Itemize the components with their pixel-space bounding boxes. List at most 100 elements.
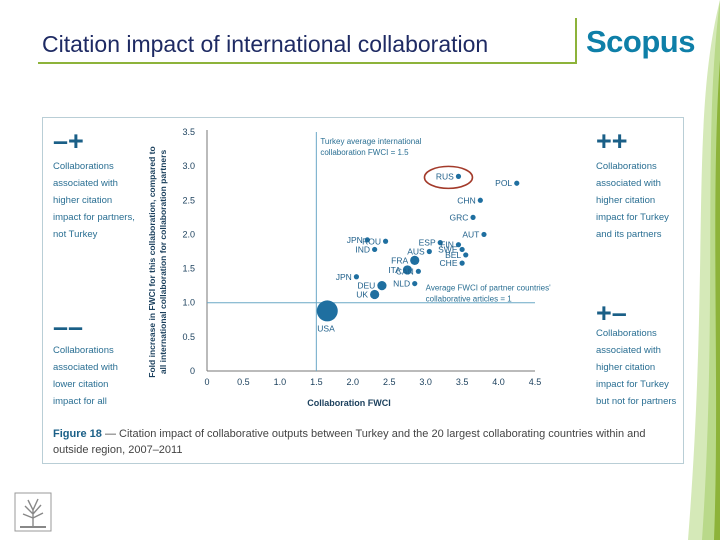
data-point: [382, 238, 389, 244]
quadrant-text-line: associated with: [596, 345, 661, 356]
title-underline: [38, 62, 576, 64]
quadrant-text-line: higher citation: [596, 195, 656, 206]
data-label: POL: [495, 178, 512, 188]
quadrant-text-line: associated with: [53, 178, 118, 189]
quadrant-text-line: not Turkey: [53, 229, 98, 240]
data-point: [514, 180, 520, 186]
brand-logo: Scopus: [586, 24, 695, 59]
data-label: CHN: [457, 195, 475, 205]
data-point: [459, 260, 465, 266]
y-axis-label: Fold increase in FWCI for this collabora…: [147, 146, 168, 377]
y-tick-label: 2.5: [182, 195, 195, 205]
figure-caption: Figure 18 — Citation impact of collabora…: [53, 426, 673, 458]
data-point: [477, 197, 483, 203]
data-label: DEU: [357, 281, 375, 291]
quadrant-text-line: but not for partners: [596, 396, 677, 407]
data-label: AUS: [407, 247, 425, 257]
quadrant-top-left-text: Collaborations associated with higher ci…: [53, 158, 135, 243]
quadrant-top-right-sign: ++: [596, 126, 628, 156]
y-tick-label: 1.5: [182, 264, 195, 274]
quadrant-text-line: higher citation: [53, 195, 113, 206]
figure-panel: –+ Collaborations associated with higher…: [42, 117, 684, 464]
data-label: CAN: [396, 266, 414, 276]
data-label: JPN: [347, 235, 363, 245]
x-tick-label: 1.0: [274, 377, 287, 387]
x-axis-label: Collaboration FWCI: [307, 398, 391, 408]
quadrant-text-line: Collaborations: [596, 161, 657, 172]
data-point: [455, 173, 462, 179]
scatter-chart: Fold increase in FWCI for this collabora…: [147, 127, 551, 408]
data-point: [370, 289, 380, 300]
data-point: [377, 281, 387, 291]
y-tick-label: 1.0: [182, 298, 195, 308]
data-point: [463, 252, 469, 258]
y-axis-label-line-1: Fold increase in FWCI for this collabora…: [147, 146, 157, 377]
x-tick-label: 1.5: [310, 377, 323, 387]
y-tick-label: 0.5: [182, 332, 195, 342]
data-label: AUT: [462, 229, 479, 239]
quadrant-top-right-text: Collaborations associated with higher ci…: [596, 158, 669, 243]
quadrant-bottom-right-sign: +–: [596, 298, 627, 328]
reference-label-vertical: collaboration FWCI = 1.5: [320, 148, 409, 157]
data-point: [455, 242, 462, 248]
data-label: ESP: [419, 238, 436, 248]
x-tick-label: 2.0: [347, 377, 360, 387]
data-point: [410, 255, 420, 265]
quadrant-bottom-left-text: Collaborations associated with lower cit…: [53, 342, 118, 410]
data-label: RUS: [436, 171, 454, 181]
y-tick-label: 2.0: [182, 229, 195, 239]
x-tick-label: 3.0: [419, 377, 432, 387]
data-point: [470, 214, 476, 220]
data-label: GRC: [450, 212, 469, 222]
quadrant-text-line: Collaborations: [53, 345, 114, 356]
data-label: CHE: [440, 258, 458, 268]
quadrant-bottom-right-text: Collaborations associated with higher ci…: [596, 325, 676, 410]
quadrant-text-line: impact for Turkey: [596, 212, 669, 223]
x-tick-label: 3.5: [456, 377, 469, 387]
quadrant-text-line: Collaborations: [596, 328, 657, 339]
elsevier-tree-logo: [14, 492, 52, 532]
figure-caption-text: — Citation impact of collaborative outpu…: [53, 428, 646, 456]
reference-label-horizontal: collaborative articles = 1: [426, 295, 513, 304]
quadrant-text-line: associated with: [596, 178, 661, 189]
reference-label-horizontal: Average FWCI of partner countries': [426, 284, 551, 293]
quadrant-text-line: lower citation: [53, 379, 109, 390]
y-tick-label: 3.5: [182, 127, 195, 137]
data-label: NLD: [393, 279, 410, 289]
data-label: UK: [356, 290, 368, 300]
slide-title: Citation impact of international collabo…: [42, 31, 489, 57]
data-point: [353, 274, 360, 280]
quadrant-text-line: impact for Turkey: [596, 379, 669, 390]
data-point: [459, 246, 465, 253]
data-label: SWE: [438, 244, 458, 254]
data-label: FIN: [440, 240, 454, 250]
data-point: [402, 265, 413, 275]
data-point: [426, 248, 432, 255]
reference-label-vertical: Turkey average international: [320, 137, 421, 146]
data-label: ITA: [388, 265, 401, 275]
data-label: ROU: [362, 236, 381, 246]
quadrant-text-line: associated with: [53, 362, 118, 373]
quadrant-bottom-left-sign: ––: [53, 312, 84, 342]
data-point: [412, 280, 418, 287]
x-tick-label: 0: [204, 377, 209, 387]
data-point: [415, 268, 421, 274]
data-label: USA: [317, 323, 335, 333]
y-axis-label-line-2: all international collaboration for coll…: [158, 150, 168, 375]
decorative-waves: [688, 0, 720, 540]
quadrant-text-line: Collaborations: [53, 161, 114, 172]
data-point: [481, 231, 487, 238]
data-point: [437, 240, 443, 246]
data-label: FRA: [391, 255, 408, 265]
x-tick-label: 4.5: [529, 377, 542, 387]
quadrant-text-line: impact for all: [53, 396, 107, 407]
y-tick-label: 0: [190, 366, 195, 376]
title-divider: [575, 18, 577, 64]
data-label: IND: [355, 244, 370, 254]
data-point: [372, 246, 378, 253]
data-point: [316, 300, 338, 322]
x-tick-label: 4.0: [492, 377, 505, 387]
quadrant-top-left-sign: –+: [53, 126, 84, 156]
x-tick-label: 0.5: [237, 377, 250, 387]
quadrant-text-line: higher citation: [596, 362, 656, 373]
